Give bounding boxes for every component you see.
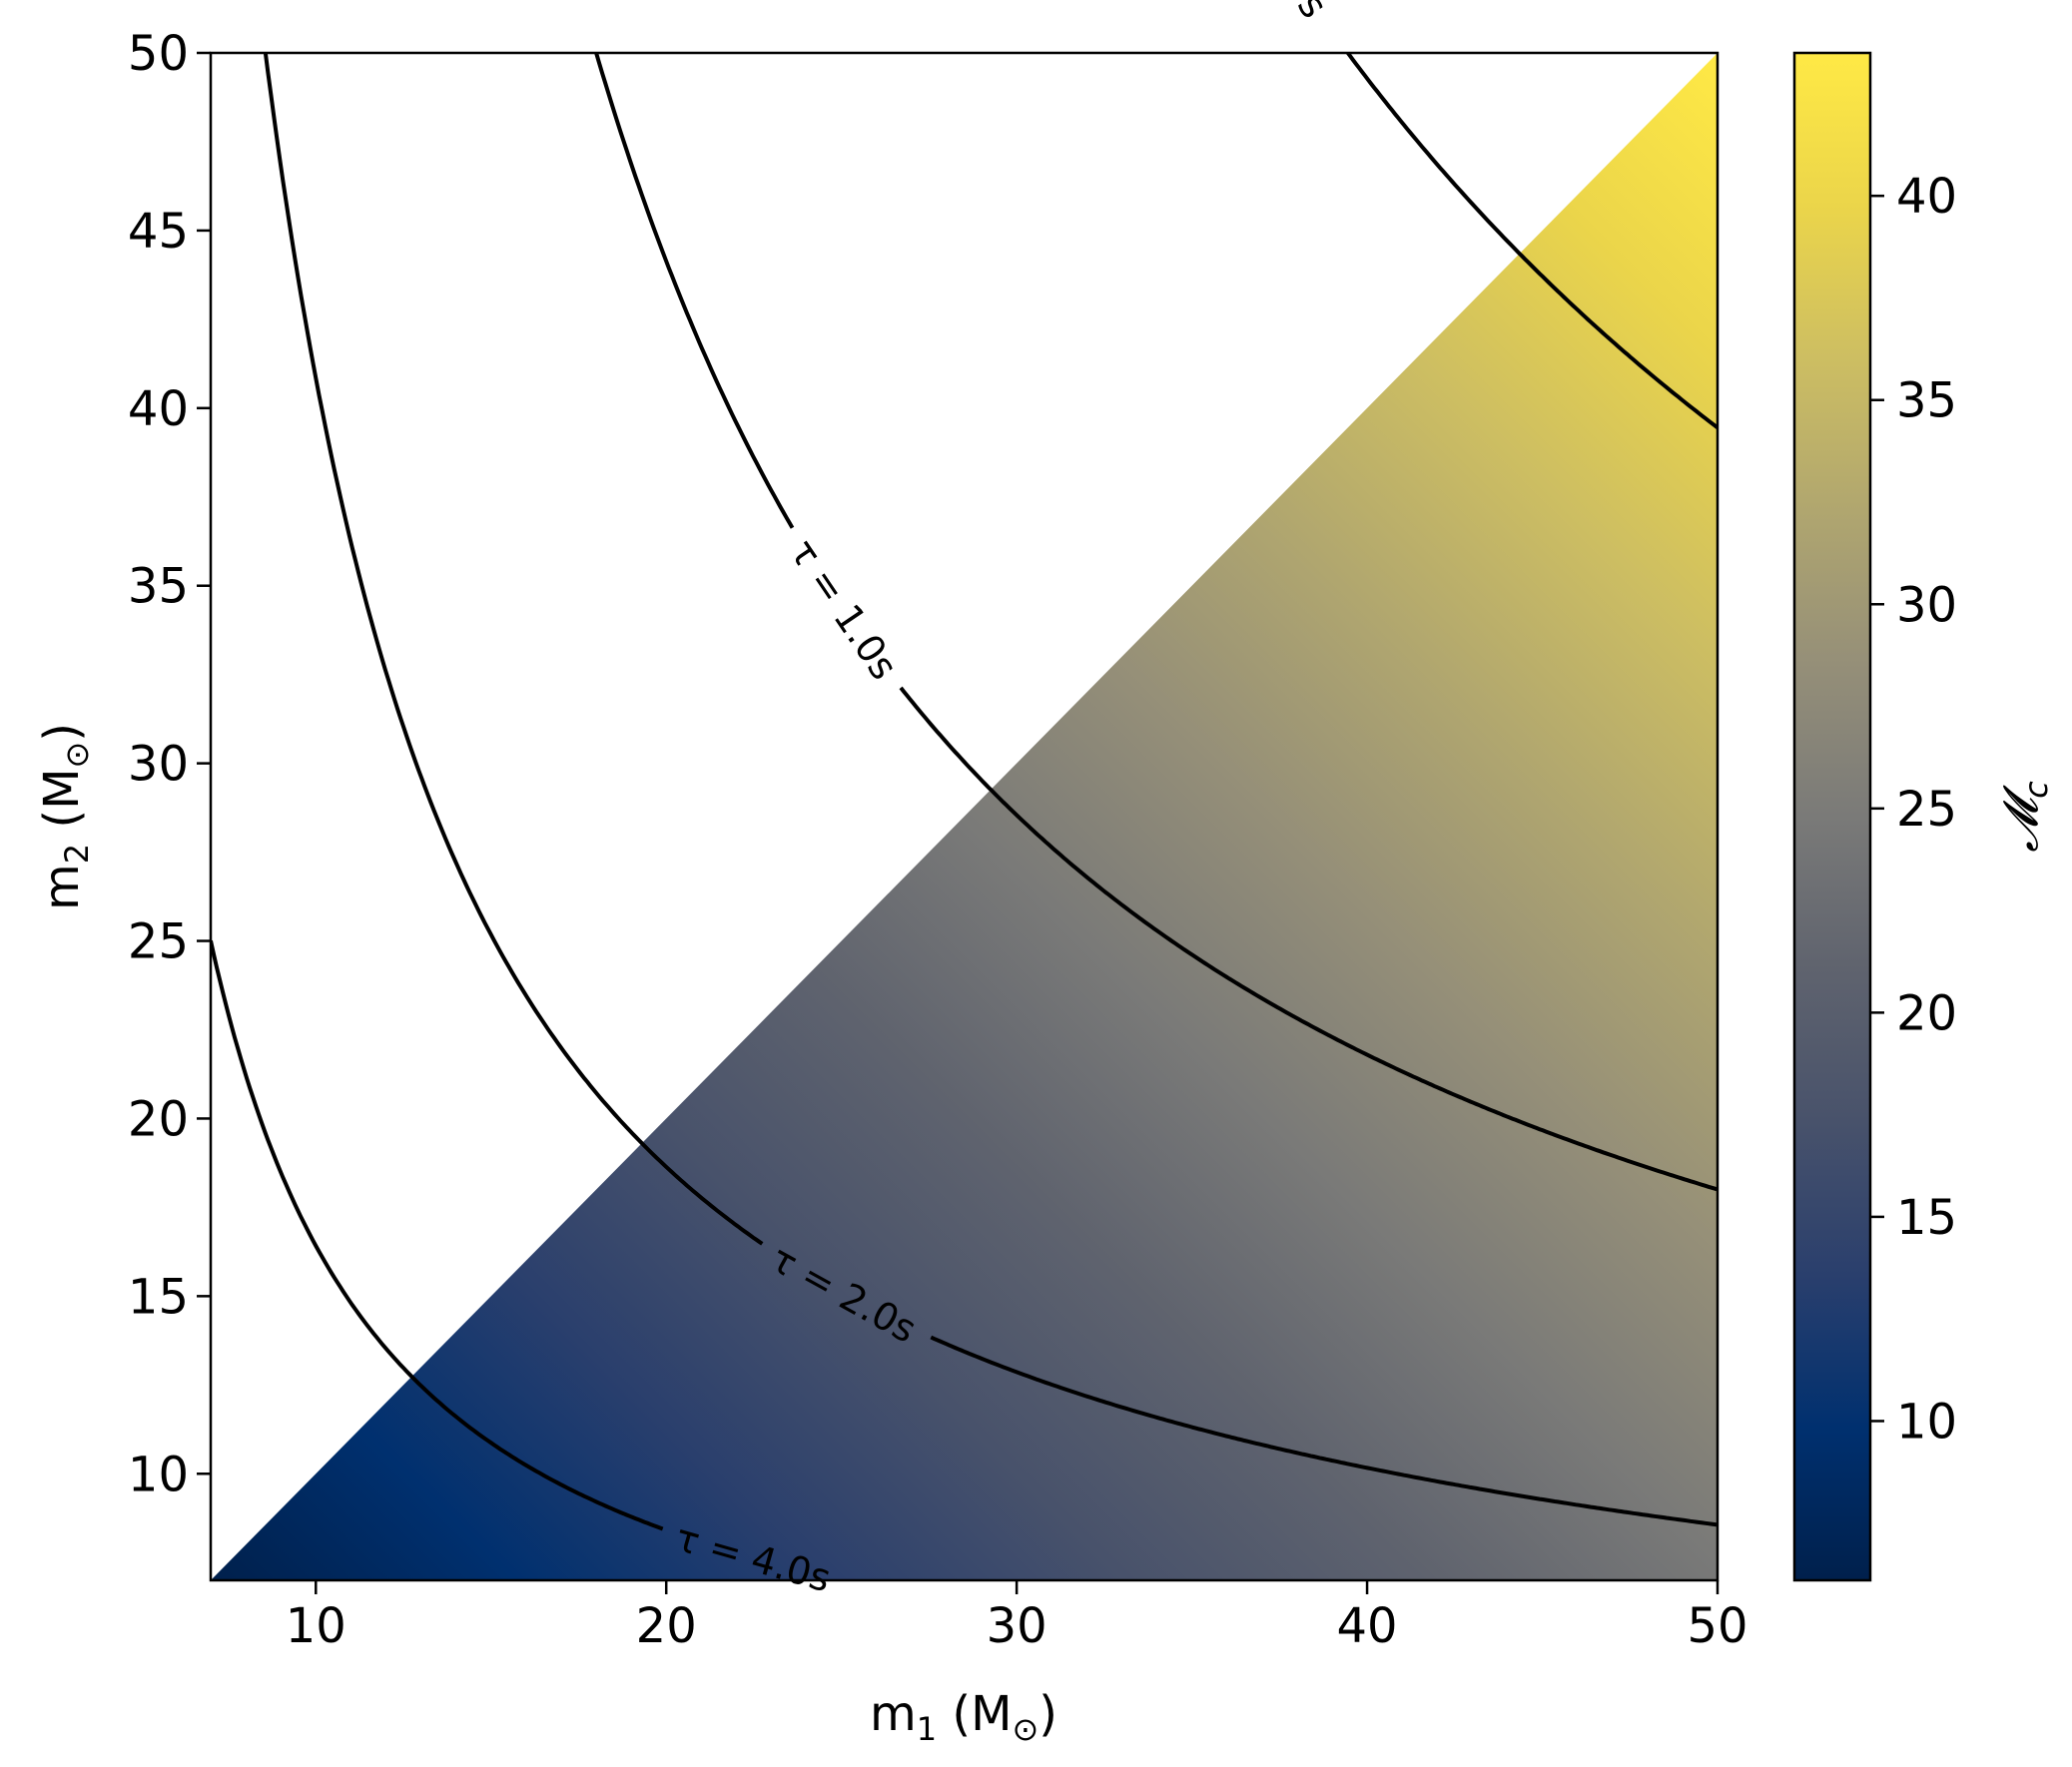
colorbar — [1792, 51, 1872, 1582]
x-tick-label: 40 — [1337, 1598, 1398, 1654]
colorbar-tick-label: 15 — [1896, 1190, 1957, 1246]
x-axis-ticks: 10 20 30 40 50 — [286, 1580, 1748, 1654]
colorbar-tick-label: 40 — [1896, 169, 1957, 225]
y-tick-label: 10 — [128, 1447, 189, 1502]
y-axis-ticks: 10 15 20 25 30 35 40 45 50 — [128, 26, 211, 1502]
colorbar-tick-label: 25 — [1896, 782, 1957, 838]
y-tick-label: 15 — [128, 1269, 189, 1325]
colorbar-label: 𝓜c — [1993, 781, 2055, 853]
plot-frame — [209, 51, 1720, 1582]
contour-line — [211, 939, 851, 1580]
colorbar-tick-label: 35 — [1896, 373, 1957, 429]
y-tick-label: 20 — [128, 1091, 189, 1147]
y-tick-label: 45 — [128, 204, 189, 260]
contour-label: τ = 0.5s — [1212, 0, 1336, 26]
x-tick-label: 10 — [286, 1598, 346, 1654]
colorbar-tick-label: 20 — [1896, 985, 1957, 1041]
y-tick-label: 35 — [128, 559, 189, 615]
x-tick-label: 50 — [1687, 1598, 1747, 1654]
y-tick-label: 40 — [128, 381, 189, 437]
x-axis-label: m1 (M⊙) — [870, 1686, 1057, 1748]
x-tick-label: 30 — [987, 1598, 1047, 1654]
contour-line — [263, 53, 1718, 1527]
contour-layer — [211, 53, 1718, 1580]
contour-line — [1345, 53, 1718, 429]
y-tick-label: 30 — [128, 737, 189, 793]
y-tick-label: 50 — [128, 26, 189, 82]
colorbar-tick-label: 10 — [1896, 1394, 1957, 1450]
colorbar-tick-label: 30 — [1896, 577, 1957, 633]
x-tick-label: 20 — [636, 1598, 697, 1654]
y-tick-label: 25 — [128, 914, 189, 970]
y-axis-label: m2 (M⊙) — [34, 723, 96, 910]
contour-line — [594, 53, 1718, 1192]
colorbar-ticks: 10 15 20 25 30 35 40 — [1870, 169, 1957, 1450]
